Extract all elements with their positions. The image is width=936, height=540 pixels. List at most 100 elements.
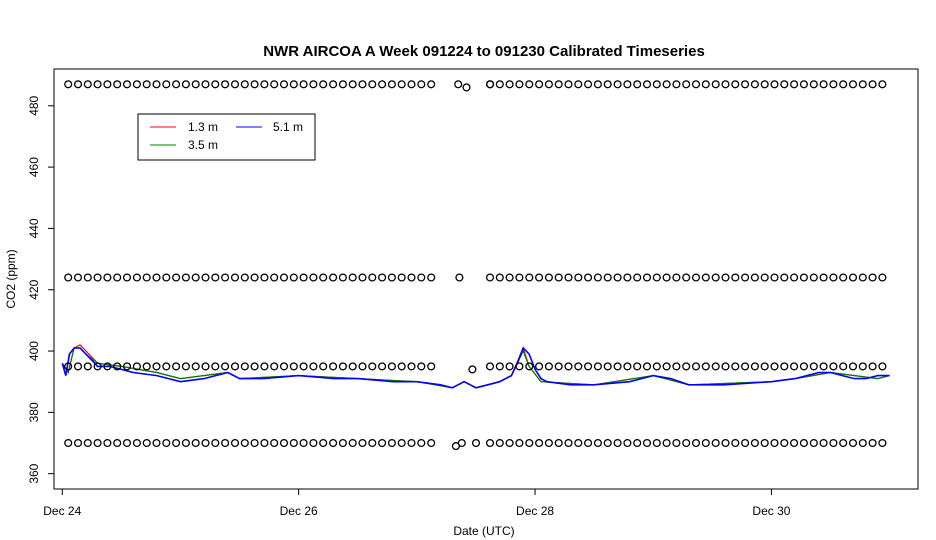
reference-point: [453, 443, 460, 450]
reference-point: [693, 440, 700, 447]
reference-point: [604, 440, 611, 447]
reference-point: [575, 81, 582, 88]
reference-point: [585, 274, 592, 281]
reference-point: [546, 363, 553, 370]
chart-title: NWR AIRCOA A Week 091224 to 091230 Calib…: [263, 43, 705, 60]
x-axis: Dec 24 Dec 26 Dec 28 Dec 30: [43, 489, 791, 518]
reference-point: [801, 440, 808, 447]
reference-point: [634, 81, 641, 88]
reference-point: [801, 81, 808, 88]
reference-point: [850, 440, 857, 447]
reference-point: [830, 440, 837, 447]
reference-point: [222, 440, 229, 447]
reference-point: [663, 363, 670, 370]
reference-point: [791, 440, 798, 447]
reference-point: [536, 81, 543, 88]
reference-point: [173, 81, 180, 88]
reference-point: [232, 81, 239, 88]
reference-point: [192, 274, 199, 281]
reference-point: [65, 81, 72, 88]
reference-point: [300, 440, 307, 447]
reference-point: [290, 363, 297, 370]
reference-point: [830, 274, 837, 281]
reference-point: [526, 81, 533, 88]
reference-point: [702, 81, 709, 88]
reference-point: [65, 440, 72, 447]
reference-point: [340, 440, 347, 447]
reference-point: [281, 363, 288, 370]
reference-point: [624, 81, 631, 88]
reference-point: [830, 81, 837, 88]
reference-point: [732, 274, 739, 281]
reference-point: [330, 363, 337, 370]
reference-point: [163, 274, 170, 281]
reference-point: [624, 440, 631, 447]
reference-point: [104, 440, 111, 447]
reference-point: [241, 440, 248, 447]
reference-point: [153, 440, 160, 447]
reference-point: [604, 363, 611, 370]
reference-point: [310, 440, 317, 447]
reference-point: [389, 440, 396, 447]
reference-point: [614, 274, 621, 281]
reference-point: [428, 363, 435, 370]
reference-point: [271, 440, 278, 447]
reference-point: [555, 274, 562, 281]
reference-point: [290, 274, 297, 281]
reference-point: [241, 363, 248, 370]
reference-point: [469, 366, 476, 373]
reference-point: [124, 81, 131, 88]
reference-point: [320, 363, 327, 370]
reference-point: [104, 274, 111, 281]
reference-point: [75, 274, 82, 281]
reference-point: [369, 440, 376, 447]
reference-point: [408, 274, 415, 281]
reference-point: [624, 274, 631, 281]
reference-point: [702, 440, 709, 447]
reference-point: [94, 81, 101, 88]
reference-point: [84, 440, 91, 447]
reference-point: [536, 363, 543, 370]
reference-point: [428, 274, 435, 281]
reference-point: [251, 363, 258, 370]
y-tick-label: 440: [27, 218, 41, 238]
reference-point: [153, 81, 160, 88]
reference-point: [300, 274, 307, 281]
reference-point: [379, 81, 386, 88]
reference-point: [408, 440, 415, 447]
y-tick-label: 420: [27, 279, 41, 299]
reference-point: [801, 363, 808, 370]
reference-point: [683, 274, 690, 281]
reference-point: [222, 274, 229, 281]
reference-point: [300, 363, 307, 370]
reference-point: [487, 274, 494, 281]
reference-point: [271, 81, 278, 88]
reference-point: [565, 81, 572, 88]
reference-point: [320, 440, 327, 447]
reference-point: [869, 81, 876, 88]
reference-point: [124, 274, 131, 281]
reference-point: [232, 274, 239, 281]
reference-point: [840, 440, 847, 447]
reference-point: [212, 274, 219, 281]
reference-point: [408, 81, 415, 88]
reference-point: [310, 274, 317, 281]
reference-point: [771, 440, 778, 447]
reference-point: [183, 274, 190, 281]
reference-point: [281, 440, 288, 447]
reference-point: [565, 363, 572, 370]
reference-point: [742, 274, 749, 281]
reference-point: [869, 363, 876, 370]
reference-point: [673, 440, 680, 447]
y-tick-label: 480: [27, 95, 41, 115]
legend-label-5-1m: 5.1 m: [273, 120, 303, 134]
reference-point: [271, 274, 278, 281]
legend: 1.3 m 3.5 m 5.1 m: [138, 114, 315, 160]
y-axis-label: CO2 (ppm): [4, 249, 18, 308]
reference-point: [143, 81, 150, 88]
reference-point: [614, 363, 621, 370]
reference-point: [506, 440, 513, 447]
reference-point: [456, 274, 463, 281]
reference-point: [349, 274, 356, 281]
